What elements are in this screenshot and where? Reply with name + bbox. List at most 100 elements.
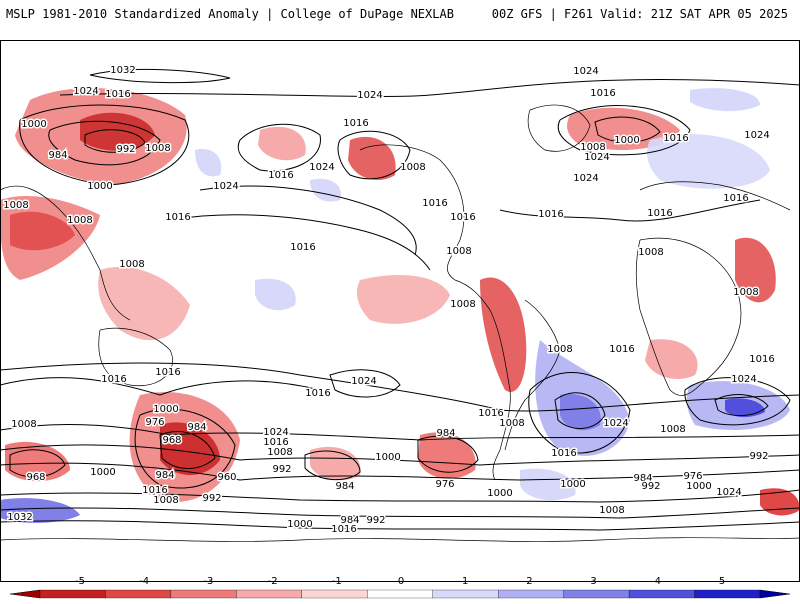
anomaly-area-central-pacific <box>357 275 450 324</box>
colorbar-tick-label: -4 <box>139 576 149 587</box>
isobar-label: 1016 <box>663 133 688 144</box>
isobar-label: 1000 <box>686 481 711 492</box>
isobar-label: 1008 <box>599 505 624 516</box>
anomaly-area-north-pacific-east <box>310 178 341 202</box>
isobar-label: 1000 <box>21 119 46 130</box>
isobar-label: 984 <box>155 470 174 481</box>
isobar-label: 1008 <box>400 162 425 173</box>
isobar-aleutian-high <box>237 123 321 172</box>
colorbar-tick-label: 0 <box>398 576 404 587</box>
isobar-label: 1016 <box>290 242 315 253</box>
colorbar-tick-label: -3 <box>203 576 213 587</box>
isobar-label: 1000 <box>87 181 112 192</box>
isobar-indian-high-inner <box>714 394 769 416</box>
isobar-label: 1016 <box>142 485 167 496</box>
isobar-label: 1016 <box>647 208 672 219</box>
isobar-label: 1008 <box>733 287 758 298</box>
isobar-north-polar <box>89 68 231 84</box>
isobar-label: 976 <box>683 471 702 482</box>
anomaly-area-indonesia <box>98 266 190 341</box>
coastline-europe <box>639 181 791 211</box>
anomaly-area-weddell <box>520 468 576 501</box>
colorbar-tick-label: 1 <box>462 576 468 587</box>
colorbar-swatch <box>498 589 564 599</box>
isobar-label: 1016 <box>590 88 615 99</box>
colorbar-swatch <box>628 589 695 599</box>
isobar-antarctic-1008 <box>0 489 800 503</box>
negative-anomaly-shading <box>0 88 800 516</box>
isobar-label: 992 <box>366 515 385 526</box>
isobar-label: 976 <box>435 479 454 490</box>
isobar-label: 1024 <box>744 130 769 141</box>
isobar-label: 1024 <box>716 487 741 498</box>
colorbar-swatch <box>301 589 368 599</box>
anomaly-area-eastern-europe <box>647 134 770 189</box>
isobar-label: 984 <box>335 481 354 492</box>
isobar-label: 1024 <box>584 152 609 163</box>
colorbar-swatch <box>170 589 237 599</box>
isobar-label: 984 <box>633 473 652 484</box>
colorbar-tick-label: -2 <box>268 576 278 587</box>
colorbar: -5 -4 -3 -2 -1 0 1 2 3 4 5 <box>0 570 800 600</box>
isobar-label: 1016 <box>422 198 447 209</box>
isobar-label: 1024 <box>573 173 598 184</box>
anomaly-area-south-atlantic <box>645 339 698 380</box>
isobar-arctic-1024 <box>59 79 800 97</box>
isobar-label: 1032 <box>7 512 32 523</box>
isobar-label: 1016 <box>538 209 563 220</box>
coastline-south-america-east <box>504 299 561 451</box>
colorbar-swatches <box>9 589 791 599</box>
isobar-label: 1016 <box>343 118 368 129</box>
isobar-label: 1008 <box>580 142 605 153</box>
anomaly-area-south-america-west <box>480 277 527 392</box>
coastline-south-america <box>454 279 511 481</box>
isobar-siberia-inner <box>594 116 661 143</box>
colorbar-tick-label: -5 <box>75 576 85 587</box>
coastline-greenland <box>527 104 591 152</box>
isobar-label: 1024 <box>573 66 598 77</box>
isobar-label: 1016 <box>165 212 190 223</box>
anomaly-area-south-pacific-a <box>310 446 361 481</box>
isobar-label: 1008 <box>499 418 524 429</box>
anomaly-area-arctic <box>690 88 760 112</box>
isobar-southern-ocean-1000 <box>0 444 800 466</box>
colorbar-min-arrow <box>9 589 41 599</box>
isobar-label: 984 <box>48 150 67 161</box>
isobar-label: 960 <box>217 472 236 483</box>
isobar-label: 1016 <box>478 408 503 419</box>
map-header: MSLP 1981-2010 Standardized Anomaly | Co… <box>0 0 800 30</box>
coastline-north-america <box>359 144 465 281</box>
colorbar-swatch <box>694 589 761 599</box>
isobar-north-pacific-low-inner <box>84 129 146 153</box>
anomaly-area-north-pacific-core <box>80 112 155 151</box>
isobar-label: 1016 <box>268 170 293 181</box>
colorbar-swatch <box>236 589 302 599</box>
isobar-southern-low-d <box>417 435 479 473</box>
isobar-label: 968 <box>26 472 45 483</box>
model-run-valid-time: 00Z GFS | F261 Valid: 21Z SAT APR 05 202… <box>491 7 788 21</box>
isobar-label: 1016 <box>609 344 634 355</box>
isobar-subtropical-pacific <box>169 214 431 271</box>
isobar-north-pacific-low-outer <box>19 104 190 186</box>
isobar-label: 1024 <box>73 86 98 97</box>
isobar-mid-pacific <box>199 185 417 256</box>
isobar-label: 1016 <box>105 89 130 100</box>
isobar-label: 992 <box>202 493 221 504</box>
isobar-label: 1008 <box>547 344 572 355</box>
isobar-label: 1016 <box>331 524 356 535</box>
colorbar-tick-label: -1 <box>332 576 342 587</box>
isobar-label: 1024 <box>351 376 376 387</box>
isobar-label: 984 <box>340 515 359 526</box>
anomaly-map: 1032 1024 1016 1024 1024 1016 1000 1016 1008 992 9… <box>0 40 800 582</box>
isobar-label: 1016 <box>305 388 330 399</box>
isobar-label: 1008 <box>638 247 663 258</box>
colorbar-swatch <box>563 589 630 599</box>
isobar-label: 1024 <box>357 90 382 101</box>
anomaly-area-siberia <box>567 107 680 150</box>
isobar-label: 992 <box>116 144 135 155</box>
isobar-label: 984 <box>436 428 455 439</box>
colorbar-tick-labels: -5 -4 -3 -2 -1 0 1 2 3 4 5 <box>75 576 725 587</box>
isobar-north-pacific-low-mid <box>48 120 161 166</box>
